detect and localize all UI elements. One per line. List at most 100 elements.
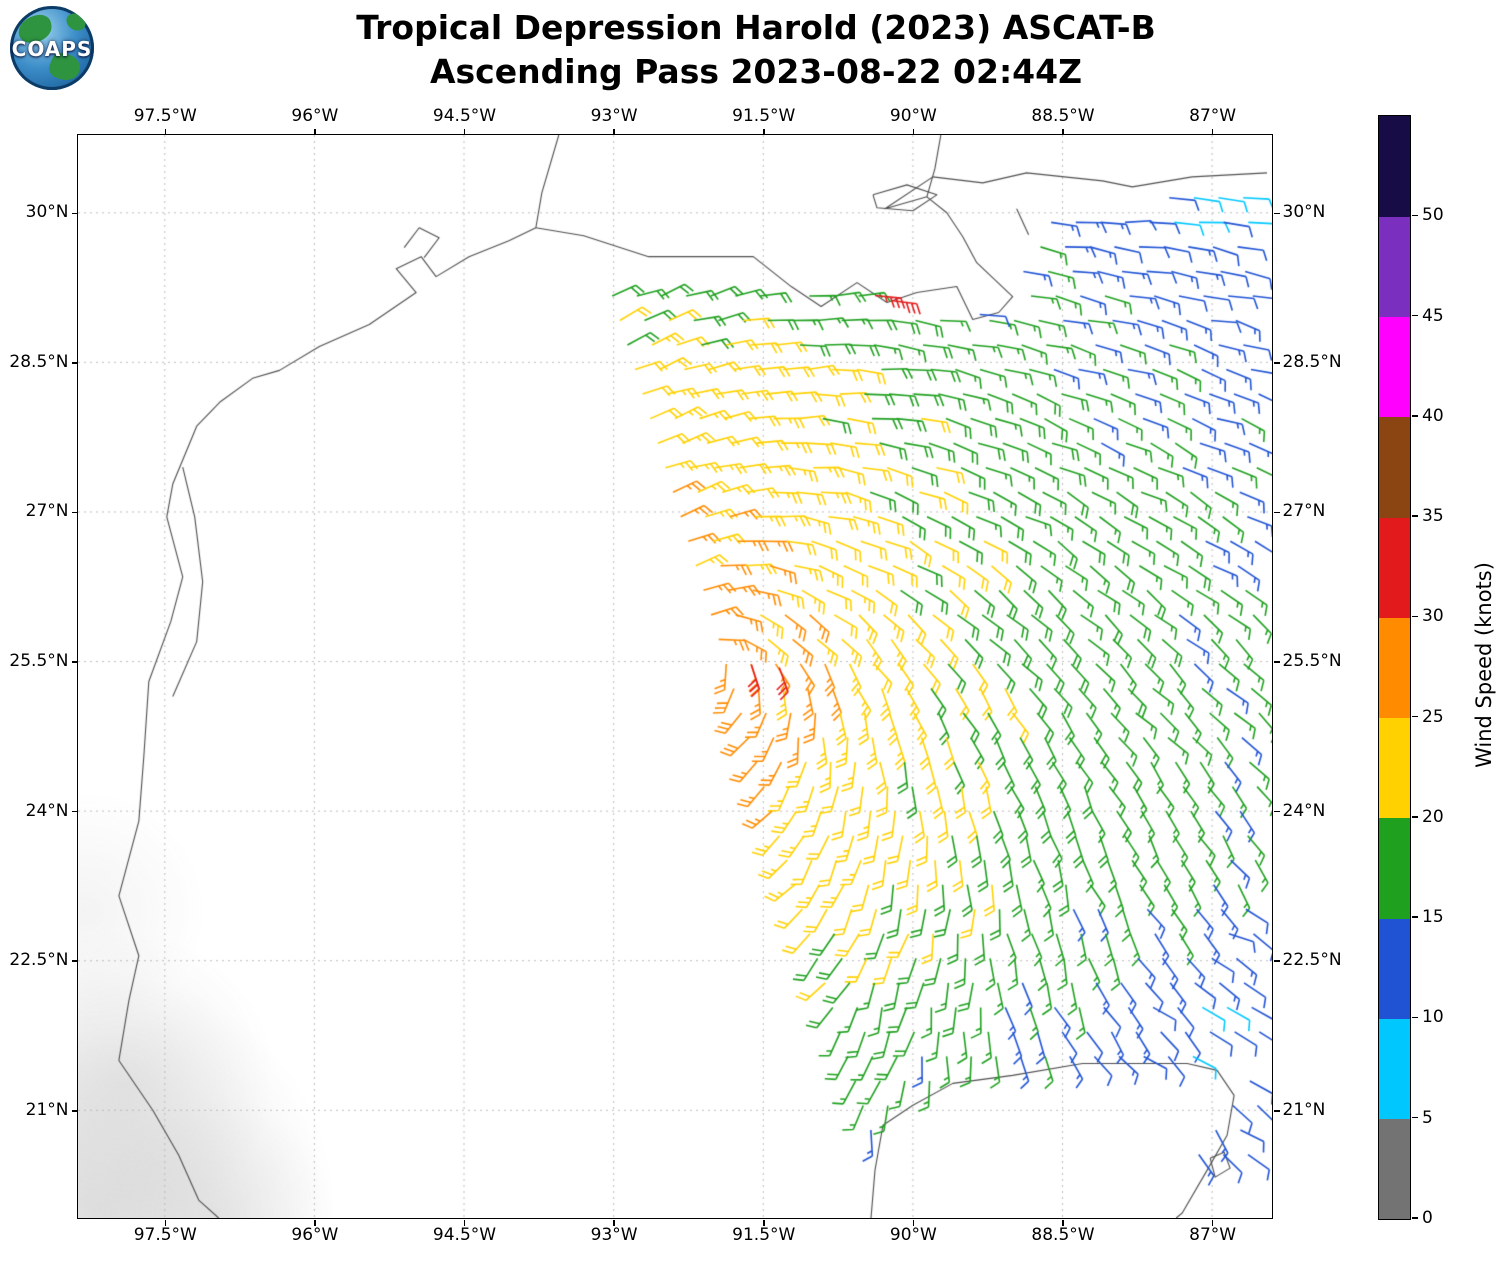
lon-tickmark (1211, 1219, 1214, 1226)
colorbar-tick-label: 30 (1422, 606, 1444, 627)
lat-tickmark (1273, 212, 1280, 215)
lon-tick-label-bottom: 87°W (1189, 1225, 1237, 1245)
colorbar-tick-label: 25 (1422, 706, 1444, 727)
coaps-logo: COAPS (10, 6, 94, 90)
lon-tickmark (463, 128, 466, 135)
colorbar-tickmark (1412, 715, 1418, 718)
colorbar-band-35-40 (1379, 416, 1410, 518)
colorbar-band-0-5 (1379, 1118, 1410, 1220)
lon-tick-label-bottom: 91.5°W (732, 1225, 796, 1245)
lat-tickmark (71, 1110, 78, 1112)
colorbar-tickmark (1412, 1116, 1418, 1119)
lat-tickmark (1273, 960, 1280, 962)
lon-tick-label-top: 91.5°W (732, 106, 796, 126)
lat-tickmark (71, 661, 78, 663)
wind-barb-canvas (78, 135, 1272, 1218)
colorbar-tickmark (1412, 1217, 1418, 1219)
colorbar-band-10-15 (1379, 918, 1410, 1019)
lat-tickmark (1273, 810, 1280, 813)
lat-tick-label-left: 21°N (25, 1099, 69, 1120)
lon-tick-label-bottom: 97.5°W (133, 1225, 197, 1245)
colorbar-tick-label: 45 (1422, 305, 1444, 326)
colorbar-tick-label: 20 (1422, 806, 1444, 827)
lat-tick-label-right: 24°N (1282, 800, 1326, 821)
lat-tick-label-left: 22.5°N (9, 950, 69, 971)
colorbar-tickmark (1412, 615, 1418, 618)
lon-tickmark (1211, 128, 1214, 135)
figure-title-line1: Tropical Depression Harold (2023) ASCAT-… (356, 8, 1156, 47)
colorbar-tickmark (1412, 916, 1418, 918)
lon-tick-label-bottom: 93°W (590, 1225, 638, 1245)
lon-tick-label-top: 87°W (1189, 106, 1237, 126)
colorbar-tick-label: 40 (1422, 405, 1444, 426)
colorbar-tick-label: 35 (1422, 506, 1444, 527)
colorbar-tickmark (1412, 515, 1418, 517)
colorbar-tick-label: 10 (1422, 1007, 1444, 1028)
lat-tickmark (71, 362, 78, 364)
lat-tickmark (71, 810, 78, 813)
lat-tick-label-right: 21°N (1282, 1099, 1326, 1120)
lat-tick-label-right: 25.5°N (1282, 651, 1342, 672)
lat-tickmark (1273, 511, 1280, 514)
lon-tickmark (912, 1219, 915, 1226)
lon-tick-label-top: 90°W (889, 106, 937, 126)
lat-tickmark (1273, 661, 1280, 663)
colorbar-tick-label: 50 (1422, 205, 1444, 226)
lon-tick-label-top: 93°W (590, 106, 638, 126)
lon-tickmark (463, 1219, 466, 1226)
colorbar-band-50-55 (1379, 116, 1410, 217)
lon-tickmark (164, 128, 167, 135)
colorbar (1378, 115, 1411, 1220)
colorbar-tickmark (1412, 415, 1418, 417)
lat-tickmark (1273, 362, 1280, 364)
lon-tick-label-bottom: 94.5°W (432, 1225, 497, 1245)
lat-tick-label-right: 22.5°N (1282, 950, 1342, 971)
lon-tick-label-bottom: 90°W (889, 1225, 937, 1245)
lon-tick-label-top: 94.5°W (432, 106, 497, 126)
lat-tickmark (71, 511, 78, 514)
lat-tick-label-right: 28.5°N (1282, 351, 1342, 372)
colorbar-band-25-30 (1379, 617, 1410, 719)
lon-tick-label-top: 96°W (291, 106, 339, 126)
lat-tick-label-left: 28.5°N (9, 351, 69, 372)
colorbar-band-5-10 (1379, 1018, 1410, 1120)
colorbar-label: Wind Speed (knots) (1472, 562, 1496, 768)
lon-tick-label-bottom: 88.5°W (1031, 1225, 1095, 1245)
figure-title: Tropical Depression Harold (2023) ASCAT-… (0, 6, 1512, 94)
colorbar-tickmark (1412, 816, 1418, 818)
lat-tickmark (71, 960, 78, 962)
lon-tickmark (314, 1219, 316, 1226)
colorbar-tick-label: 0 (1422, 1208, 1433, 1228)
lat-tick-label-left: 25.5°N (9, 651, 69, 672)
lon-tickmark (763, 128, 765, 135)
map-plot-area (77, 134, 1273, 1219)
colorbar-tickmark (1412, 214, 1418, 217)
lon-tickmark (1062, 128, 1064, 135)
lon-tickmark (1062, 1219, 1064, 1226)
lat-tick-label-left: 30°N (25, 202, 69, 223)
colorbar-tickmark (1412, 314, 1418, 317)
colorbar-band-40-45 (1379, 316, 1410, 418)
lat-tick-label-left: 24°N (25, 800, 69, 821)
lat-tick-label-right: 30°N (1282, 202, 1326, 223)
figure-title-line2: Ascending Pass 2023-08-22 02:44Z (429, 52, 1083, 91)
lon-tickmark (613, 128, 615, 135)
lat-tickmark (1273, 1110, 1280, 1112)
lon-tickmark (164, 1219, 167, 1226)
lon-tickmark (763, 1219, 765, 1226)
colorbar-band-20-25 (1379, 717, 1410, 819)
lat-tick-label-right: 27°N (1282, 501, 1326, 522)
colorbar-tick-label: 15 (1422, 907, 1444, 928)
lon-tickmark (314, 128, 316, 135)
colorbar-band-15-20 (1379, 817, 1410, 919)
lat-tick-label-left: 27°N (25, 501, 69, 522)
lon-tick-label-bottom: 96°W (291, 1225, 339, 1245)
lon-tickmark (912, 128, 915, 135)
lat-tickmark (71, 212, 78, 215)
colorbar-tickmark (1412, 1016, 1418, 1019)
lon-tickmark (613, 1219, 615, 1226)
lon-tick-label-top: 97.5°W (133, 106, 197, 126)
lon-tick-label-top: 88.5°W (1031, 106, 1095, 126)
colorbar-tick-label: 5 (1422, 1107, 1433, 1128)
